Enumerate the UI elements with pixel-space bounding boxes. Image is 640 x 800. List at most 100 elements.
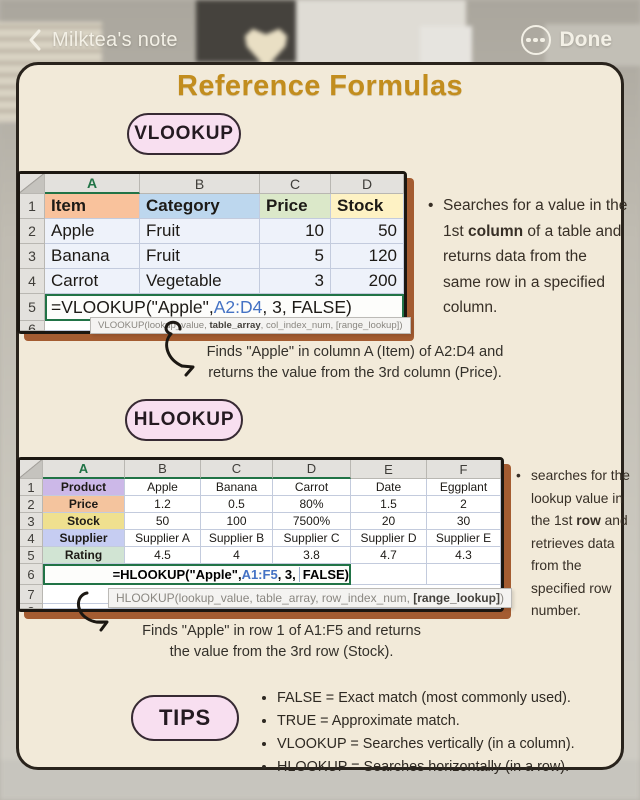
table-row: 5 =VLOOKUP("Apple", A2:D4, 3, FALSE): [20, 294, 404, 321]
sheet-corner: [20, 174, 45, 194]
cell[interactable]: 100: [201, 513, 273, 530]
table-row: 6 =HLOOKUP("Apple", A1:F5, 3, FALSE): [20, 564, 501, 585]
row-label[interactable]: Rating: [43, 547, 125, 564]
note-card: Reference Formulas VLOOKUP A B C D 1 Ite…: [16, 62, 630, 775]
cell[interactable]: 50: [125, 513, 201, 530]
cell[interactable]: Eggplant: [427, 479, 501, 496]
cell[interactable]: 1.2: [125, 496, 201, 513]
cell[interactable]: 20: [351, 513, 427, 530]
formula-text: =HLOOKUP("Apple",: [112, 567, 242, 582]
table-row: 3 Banana Fruit 5 120: [20, 244, 404, 269]
cell[interactable]: 120: [331, 244, 404, 269]
cell-category[interactable]: Category: [140, 194, 260, 219]
cell[interactable]: Supplier C: [273, 530, 351, 547]
cell[interactable]: 4.7: [351, 547, 427, 564]
row-label[interactable]: Price: [43, 496, 125, 513]
page-title: Reference Formulas: [176, 70, 464, 102]
column-header-e[interactable]: E: [351, 460, 427, 479]
cell[interactable]: 4: [201, 547, 273, 564]
row-label[interactable]: Supplier: [43, 530, 125, 547]
cell[interactable]: Banana: [45, 244, 140, 269]
column-header-a[interactable]: A: [45, 174, 140, 194]
cell[interactable]: 200: [331, 269, 404, 294]
cell[interactable]: 0.5: [201, 496, 273, 513]
cell[interactable]: Supplier D: [351, 530, 427, 547]
tips-pill: TIPS: [131, 695, 239, 741]
row-number[interactable]: 8: [20, 604, 43, 609]
cell-price[interactable]: Price: [260, 194, 331, 219]
cell[interactable]: 5: [260, 244, 331, 269]
row-number[interactable]: 6: [20, 564, 43, 585]
top-bar: Milktea's note Done: [0, 18, 640, 62]
cell-item[interactable]: Item: [45, 194, 140, 219]
cell[interactable]: Fruit: [140, 244, 260, 269]
hlookup-tooltip: HLOOKUP(lookup_value, table_array, row_i…: [108, 588, 512, 608]
column-header-b[interactable]: B: [140, 174, 260, 194]
bullet: •: [428, 197, 434, 214]
cell[interactable]: 30: [427, 513, 501, 530]
hlookup-formula-cell[interactable]: =HLOOKUP("Apple", A1:F5, 3, FALSE): [43, 564, 351, 585]
row-number[interactable]: 7: [20, 585, 43, 604]
row-number[interactable]: 2: [20, 219, 45, 244]
cell[interactable]: 4.3: [427, 547, 501, 564]
back-button[interactable]: Milktea's note: [28, 29, 178, 52]
cell[interactable]: 50: [331, 219, 404, 244]
cell[interactable]: 4.5: [125, 547, 201, 564]
cell[interactable]: Carrot: [273, 479, 351, 496]
cell[interactable]: Date: [351, 479, 427, 496]
table-row: 1 Product Apple Banana Carrot Date Eggpl…: [20, 479, 501, 496]
tip-item: HLOOKUP = Searches horizontally (in a ro…: [277, 756, 640, 779]
row-number[interactable]: 4: [20, 530, 43, 547]
table-row: 3 Stock 50 100 7500% 20 30: [20, 513, 501, 530]
row-label[interactable]: Stock: [43, 513, 125, 530]
cell[interactable]: Supplier B: [201, 530, 273, 547]
cell[interactable]: Banana: [201, 479, 273, 496]
row-number[interactable]: 5: [20, 547, 43, 564]
more-options-icon[interactable]: [520, 25, 551, 55]
cell[interactable]: 7500%: [273, 513, 351, 530]
cell[interactable]: Apple: [125, 479, 201, 496]
cell-stock[interactable]: Stock: [331, 194, 404, 219]
cell[interactable]: Apple: [45, 219, 140, 244]
column-header-c[interactable]: C: [201, 460, 273, 479]
formula-range: A2:D4: [213, 297, 263, 317]
row-label[interactable]: Product: [43, 479, 125, 496]
cell[interactable]: 3.8: [273, 547, 351, 564]
back-chevron-icon: [29, 29, 41, 51]
cell[interactable]: Fruit: [140, 219, 260, 244]
cell[interactable]: 2: [427, 496, 501, 513]
formula-text: , 3, FALSE): [262, 297, 352, 317]
column-header-d[interactable]: D: [273, 460, 351, 479]
cell[interactable]: Supplier A: [125, 530, 201, 547]
row-number[interactable]: 2: [20, 496, 43, 513]
hlookup-pill: HLOOKUP: [125, 399, 243, 441]
column-header-f[interactable]: F: [427, 460, 501, 479]
cell[interactable]: 1.5: [351, 496, 427, 513]
row-number[interactable]: 3: [20, 244, 45, 269]
column-header-c[interactable]: C: [260, 174, 331, 194]
table-row: 5 Rating 4.5 4 3.8 4.7 4.3: [20, 547, 501, 564]
row-number[interactable]: 5: [20, 294, 45, 321]
row-number[interactable]: 1: [20, 194, 45, 219]
column-header-b[interactable]: B: [125, 460, 201, 479]
vlookup-formula-cell[interactable]: =VLOOKUP("Apple", A2:D4, 3, FALSE): [45, 294, 404, 321]
row-number[interactable]: 6: [20, 321, 45, 331]
cell[interactable]: Vegetable: [140, 269, 260, 294]
done-button[interactable]: Done: [559, 28, 613, 51]
cell[interactable]: 3: [260, 269, 331, 294]
background-box: [420, 26, 472, 66]
column-header-a[interactable]: A: [43, 460, 125, 479]
cell[interactable]: 80%: [273, 496, 351, 513]
cell[interactable]: Supplier E: [427, 530, 501, 547]
cell[interactable]: Carrot: [45, 269, 140, 294]
row-number[interactable]: 3: [20, 513, 43, 530]
row-number[interactable]: 4: [20, 269, 45, 294]
formula-text: =VLOOKUP("Apple",: [51, 297, 214, 317]
background-box-2: [545, 24, 640, 66]
table-row: 2 Price 1.2 0.5 80% 1.5 2: [20, 496, 501, 513]
cell[interactable]: 10: [260, 219, 331, 244]
column-header-d[interactable]: D: [331, 174, 404, 194]
table-row: 4 Supplier Supplier A Supplier B Supplie…: [20, 530, 501, 547]
row-number[interactable]: 1: [20, 479, 43, 496]
tip-item: VLOOKUP = Searches vertically (in a colu…: [277, 733, 640, 756]
